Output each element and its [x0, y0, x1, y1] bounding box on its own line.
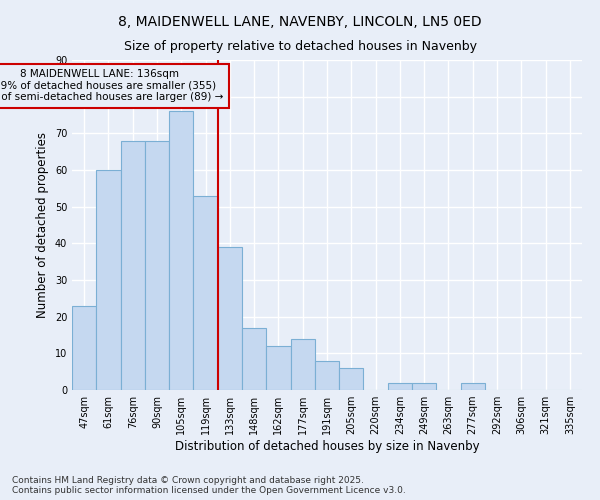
Bar	[145, 140, 169, 390]
X-axis label: Distribution of detached houses by size in Navenby: Distribution of detached houses by size …	[175, 440, 479, 453]
Bar	[339, 368, 364, 390]
Bar	[412, 382, 436, 390]
Bar	[218, 247, 242, 390]
Text: Size of property relative to detached houses in Navenby: Size of property relative to detached ho…	[124, 40, 476, 53]
Y-axis label: Number of detached properties: Number of detached properties	[36, 132, 49, 318]
Bar	[242, 328, 266, 390]
Bar	[121, 140, 145, 390]
Bar	[266, 346, 290, 390]
Text: Contains HM Land Registry data © Crown copyright and database right 2025.
Contai: Contains HM Land Registry data © Crown c…	[12, 476, 406, 495]
Bar	[461, 382, 485, 390]
Bar	[193, 196, 218, 390]
Bar	[96, 170, 121, 390]
Text: 8, MAIDENWELL LANE, NAVENBY, LINCOLN, LN5 0ED: 8, MAIDENWELL LANE, NAVENBY, LINCOLN, LN…	[118, 15, 482, 29]
Text: 8 MAIDENWELL LANE: 136sqm
← 79% of detached houses are smaller (355)
20% of semi: 8 MAIDENWELL LANE: 136sqm ← 79% of detac…	[0, 69, 223, 102]
Bar	[290, 338, 315, 390]
Bar	[388, 382, 412, 390]
Bar	[315, 360, 339, 390]
Bar	[169, 112, 193, 390]
Bar	[72, 306, 96, 390]
